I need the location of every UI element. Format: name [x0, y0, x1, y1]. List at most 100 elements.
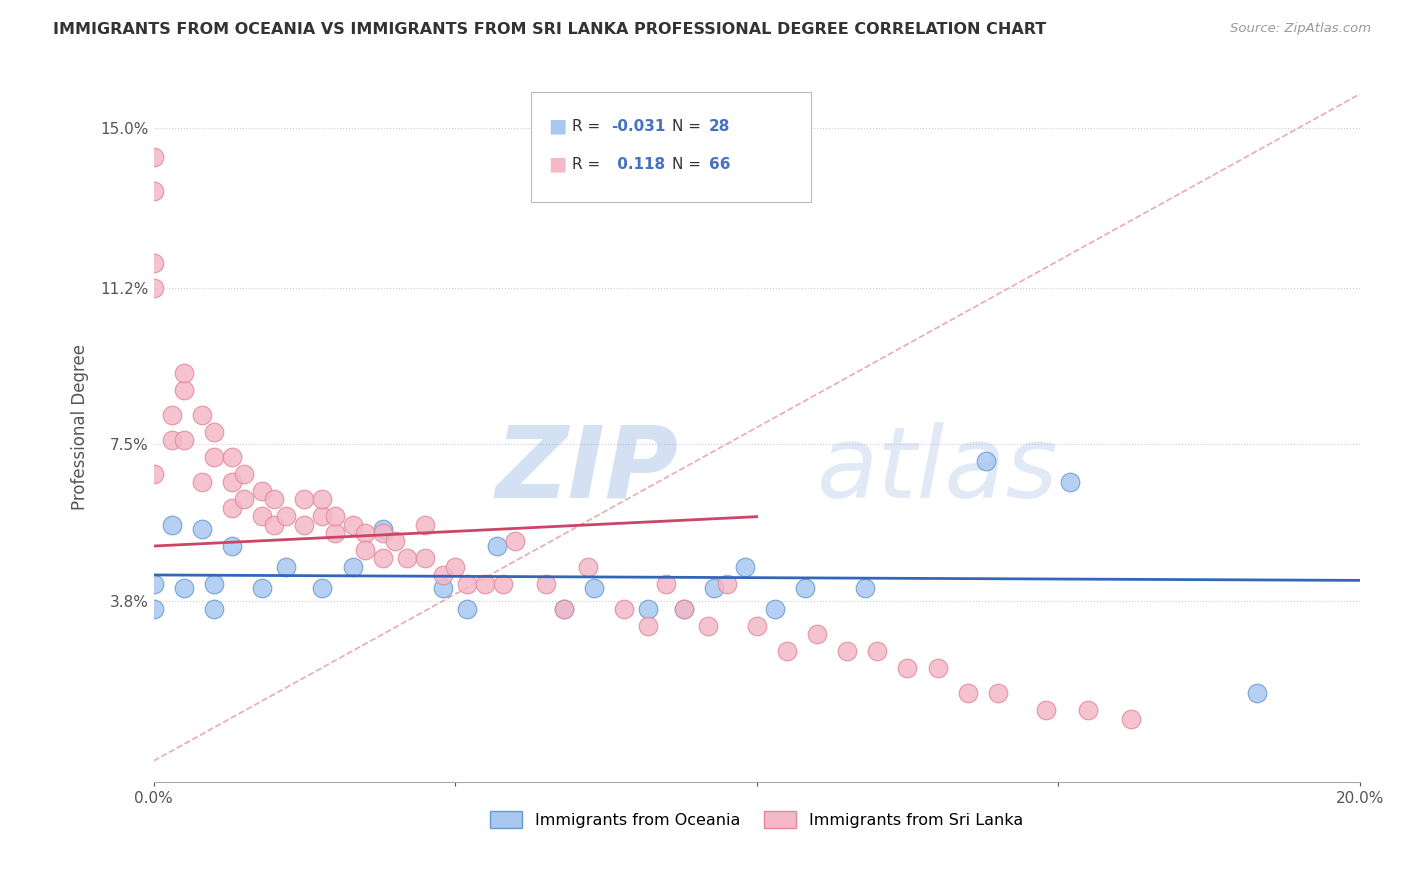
Point [173, 383, 195, 397]
Point [221, 500, 243, 515]
Point [987, 686, 1010, 700]
Point [505, 534, 527, 549]
Text: 0.118: 0.118 [612, 157, 665, 172]
Point [853, 581, 876, 595]
Point [492, 576, 515, 591]
Point [353, 526, 375, 541]
Point [837, 644, 859, 658]
Point [413, 551, 436, 566]
Point [1077, 703, 1099, 717]
Point [233, 492, 256, 507]
Point [553, 602, 575, 616]
Y-axis label: Professional Degree: Professional Degree [72, 344, 89, 510]
Text: 66: 66 [709, 157, 730, 172]
Point [444, 559, 467, 574]
Text: 28: 28 [709, 119, 730, 134]
Point [582, 581, 605, 595]
Point [202, 602, 225, 616]
Point [202, 425, 225, 439]
Point [474, 576, 496, 591]
Point [142, 467, 165, 481]
Point [613, 602, 636, 616]
Text: N =: N = [672, 119, 706, 134]
Point [191, 475, 214, 490]
Point [776, 644, 799, 658]
Text: ■: ■ [548, 154, 567, 173]
Point [160, 517, 183, 532]
Point [353, 542, 375, 557]
Point [413, 517, 436, 532]
Text: Source: ZipAtlas.com: Source: ZipAtlas.com [1230, 22, 1371, 36]
Point [221, 539, 243, 553]
Point [292, 517, 315, 532]
Point [716, 576, 738, 591]
Point [806, 627, 828, 641]
Point [142, 256, 165, 270]
Point [384, 534, 406, 549]
Point [323, 526, 346, 541]
Point [221, 475, 243, 490]
Legend: Immigrants from Oceania, Immigrants from Sri Lanka: Immigrants from Oceania, Immigrants from… [484, 805, 1029, 834]
Point [763, 602, 786, 616]
Point [793, 581, 815, 595]
Point [191, 522, 214, 536]
Point [250, 483, 273, 498]
Text: R =: R = [572, 119, 606, 134]
Point [1246, 686, 1268, 700]
Point [866, 644, 889, 658]
Point [263, 517, 285, 532]
Point [371, 522, 394, 536]
Point [191, 408, 214, 422]
Point [250, 509, 273, 524]
Point [697, 619, 720, 633]
Point [576, 559, 599, 574]
Point [432, 568, 454, 582]
Point [1059, 475, 1081, 490]
Point [263, 492, 285, 507]
Point [432, 581, 454, 595]
Point [173, 433, 195, 447]
Text: N =: N = [672, 157, 706, 172]
Point [974, 454, 997, 468]
Point [342, 559, 364, 574]
Point [896, 661, 918, 675]
Point [311, 492, 333, 507]
Point [673, 602, 696, 616]
Point [323, 509, 346, 524]
Point [173, 366, 195, 380]
Point [276, 509, 298, 524]
Text: ■: ■ [548, 116, 567, 135]
Text: R =: R = [572, 157, 606, 172]
Point [221, 450, 243, 464]
Point [927, 661, 949, 675]
Point [160, 433, 183, 447]
Point [371, 526, 394, 541]
Point [745, 619, 768, 633]
Point [142, 281, 165, 295]
Point [456, 576, 478, 591]
Text: ZIP: ZIP [495, 422, 678, 518]
Point [142, 602, 165, 616]
Text: IMMIGRANTS FROM OCEANIA VS IMMIGRANTS FROM SRI LANKA PROFESSIONAL DEGREE CORRELA: IMMIGRANTS FROM OCEANIA VS IMMIGRANTS FR… [53, 22, 1046, 37]
Text: -0.031: -0.031 [612, 119, 666, 134]
Point [173, 581, 195, 595]
Point [202, 450, 225, 464]
Point [311, 581, 333, 595]
Point [534, 576, 557, 591]
Point [703, 581, 725, 595]
Point [637, 602, 659, 616]
Point [292, 492, 315, 507]
Point [250, 581, 273, 595]
Point [553, 602, 575, 616]
Point [142, 184, 165, 198]
Point [142, 576, 165, 591]
Point [734, 559, 756, 574]
Point [202, 576, 225, 591]
Point [311, 509, 333, 524]
Point [1119, 712, 1142, 726]
Point [655, 576, 678, 591]
Point [637, 619, 659, 633]
Point [276, 559, 298, 574]
Point [456, 602, 478, 616]
Point [142, 150, 165, 164]
